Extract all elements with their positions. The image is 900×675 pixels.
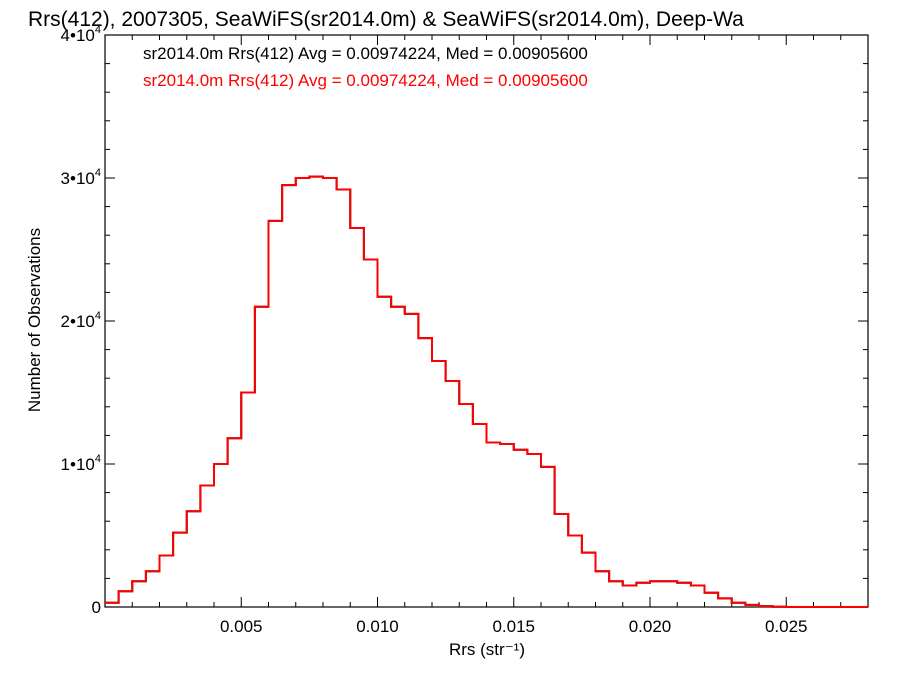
y-tick-label: 2•104 (61, 310, 101, 331)
x-axis-title: Rrs (str⁻¹) (449, 640, 525, 659)
x-axis-ticks: 0.005 0.010 0.015 0.020 0.025 (104, 35, 869, 636)
chart-title: Rrs(412), 2007305, SeaWiFS(sr2014.0m) & … (28, 8, 744, 31)
y-tick-label: 0 (92, 598, 101, 617)
y-tick-label: 1•104 (61, 453, 101, 474)
x-tick-label: 0.005 (220, 617, 263, 636)
x-tick-label: 0.025 (765, 617, 808, 636)
x-tick-label: 0.020 (629, 617, 672, 636)
legend-entry-1: sr2014.0m Rrs(412) Avg = 0.00974224, Med… (143, 44, 588, 63)
y-tick-label: 3•104 (61, 167, 101, 188)
plot-border (104, 34, 869, 608)
series-layer (105, 175, 868, 608)
y-tick-label: 4•104 (61, 24, 101, 45)
legend-entry-2: sr2014.0m Rrs(412) Avg = 0.00974224, Med… (143, 71, 588, 90)
series-line-2 (105, 175, 868, 608)
x-tick-label: 0.010 (356, 617, 399, 636)
x-tick-label: 0.015 (492, 617, 535, 636)
y-axis-ticks: 0 1•104 2•104 3•104 4•104 (61, 24, 868, 617)
y-axis-title: Number of Observations (25, 228, 44, 412)
series-line-1 (105, 175, 868, 608)
legend: sr2014.0m Rrs(412) Avg = 0.00974224, Med… (143, 44, 588, 90)
plot-frame (104, 34, 869, 608)
